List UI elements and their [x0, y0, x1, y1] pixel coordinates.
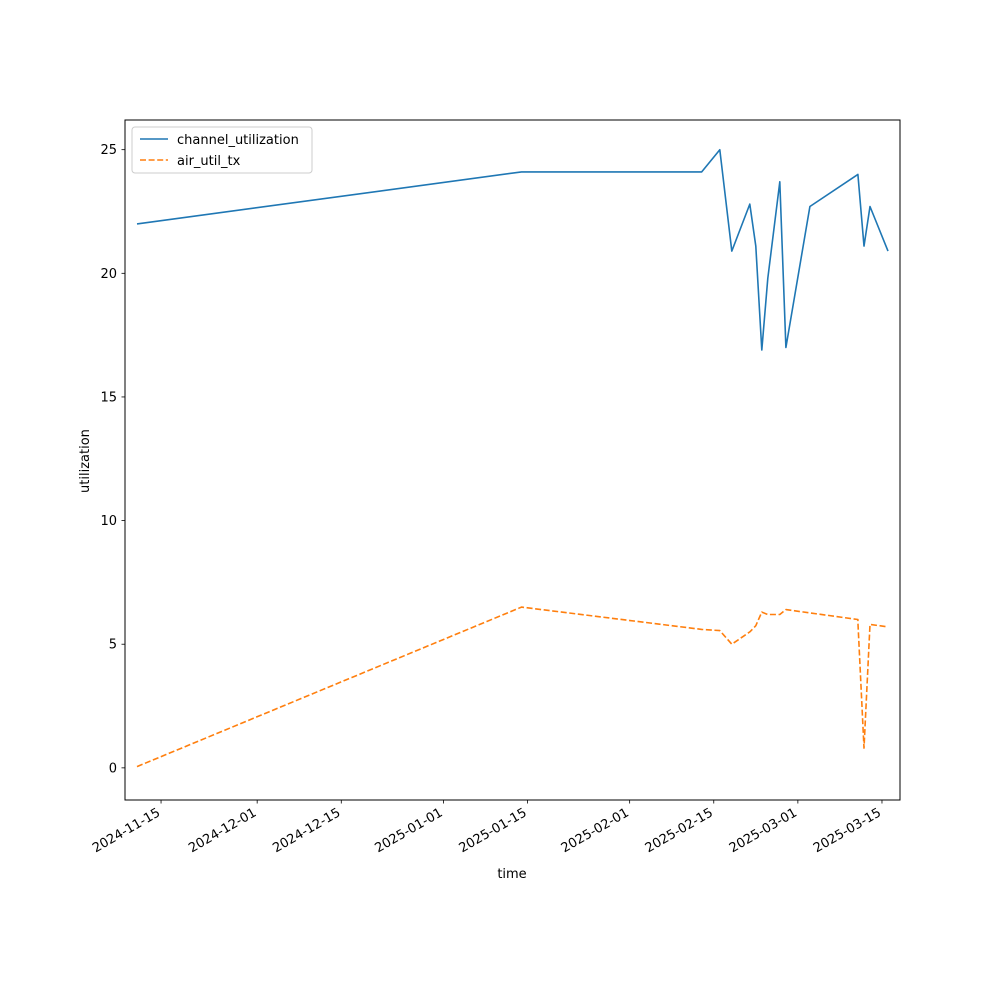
- series-layer: [136, 148, 889, 768]
- x-tick-label: 2025-03-15: [811, 805, 884, 856]
- series-line-channel-utilization: [136, 148, 889, 351]
- plot-area: [125, 120, 900, 800]
- y-tick-label: 10: [100, 514, 117, 529]
- y-tick-label: 15: [100, 390, 117, 405]
- x-tick-label: 2025-02-15: [643, 805, 716, 856]
- legend-frame: [131, 126, 313, 174]
- y-tick-label: 25: [100, 143, 117, 158]
- y-tick-label: 0: [109, 761, 117, 776]
- legend-label-air-util-tx: air_util_tx: [177, 154, 241, 169]
- x-tick-label: 2024-12-01: [186, 805, 259, 856]
- x-axis: 2024-11-15 2024-12-01 2024-12-15 2025-01-01…: [90, 800, 884, 856]
- legend-label-channel-utilization: channel_utilization: [177, 133, 299, 148]
- x-tick-label: 2025-01-01: [372, 805, 445, 856]
- y-axis-label: utilization: [78, 429, 93, 493]
- legend: channel_utilization air_util_tx: [131, 126, 313, 174]
- x-tick-label: 2025-01-15: [457, 805, 530, 856]
- y-axis: 0 5 10 15 20 25: [100, 143, 125, 776]
- x-tick-label: 2025-03-01: [727, 805, 800, 856]
- x-axis-label: time: [497, 867, 526, 882]
- y-tick-label: 5: [109, 638, 117, 653]
- series-line-air-util-tx: [136, 606, 889, 768]
- y-tick-label: 20: [100, 267, 117, 282]
- plot-frame: [124, 119, 901, 801]
- x-tick-label: 2024-12-15: [270, 805, 343, 856]
- x-tick-label: 2024-11-15: [90, 805, 163, 856]
- x-tick-label: 2025-02-01: [559, 805, 632, 856]
